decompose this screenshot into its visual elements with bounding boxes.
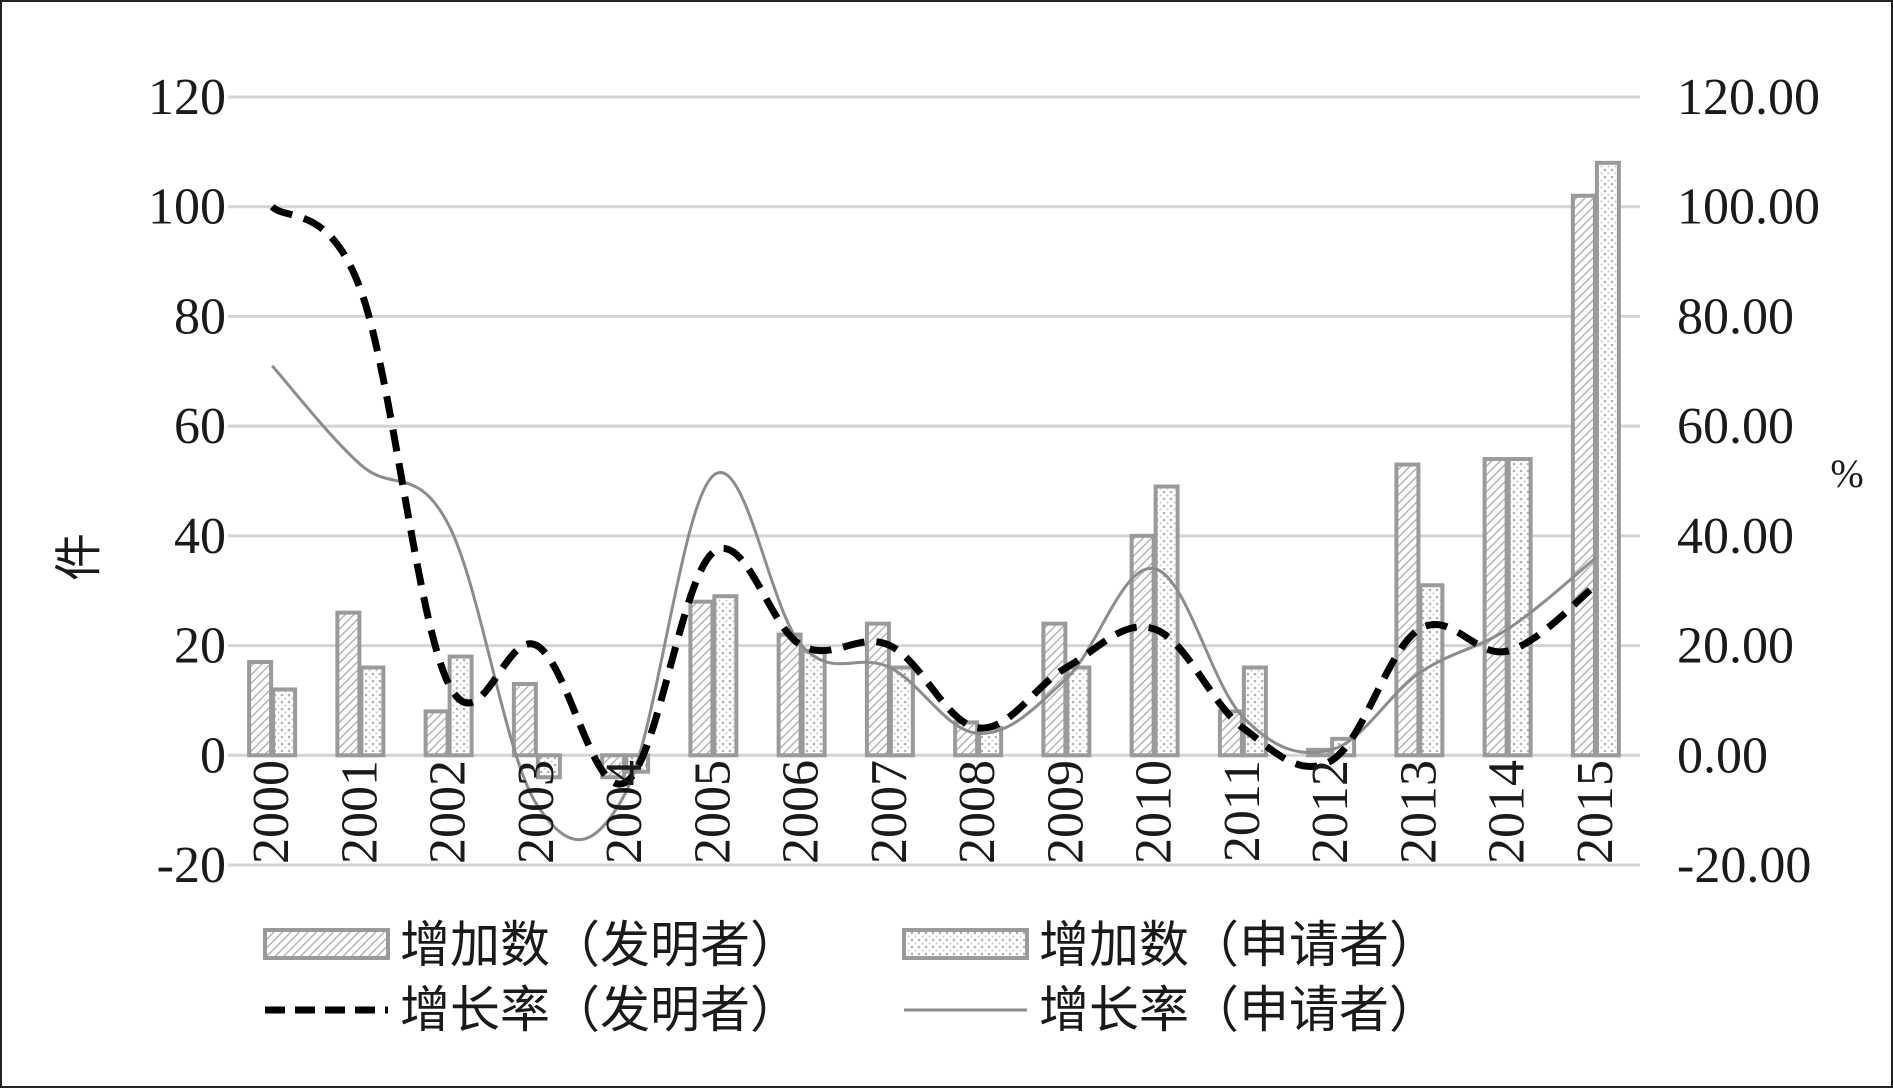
x-tick-label: 2015 (1567, 760, 1624, 864)
bar-inventor (1570, 193, 1597, 758)
right-tick-label: 0.00 (1677, 727, 1768, 784)
legend-swatch-bar-applicant (902, 928, 1029, 960)
bar-inventor (1394, 462, 1421, 758)
legend-label-line-applicant: 增长率（申请者） (1039, 981, 1439, 1039)
bar-applicant (1241, 665, 1268, 758)
legend-label-bar-applicant: 增加数（申请者） (1039, 916, 1439, 974)
left-axis-label: 件 (51, 533, 107, 581)
left-tick-label: 0 (200, 727, 226, 784)
x-tick-label: 2014 (1479, 760, 1536, 864)
left-tick-label: 40 (174, 508, 226, 565)
bar-applicant (888, 665, 915, 758)
x-tick-label: 2000 (243, 760, 300, 864)
left-tick-label: 80 (174, 288, 226, 345)
right-axis-label: % (1830, 451, 1863, 496)
line-growth-inventor (269, 203, 1599, 788)
right-tick-label: 120.00 (1677, 69, 1820, 126)
x-tick-label: 2008 (949, 760, 1006, 864)
bar-inventor (247, 660, 274, 758)
bar-inventor (1217, 709, 1244, 758)
left-tick-label: 60 (174, 398, 226, 455)
x-axis-ticks: 2000 2001 2002 2003 2004 2005 2006 2007 2008 2009… (243, 760, 1624, 864)
right-tick-label: -20.00 (1677, 837, 1811, 894)
bar-applicant (535, 753, 562, 780)
x-tick-label: 2005 (684, 760, 741, 864)
bar-inventor (511, 681, 538, 758)
bar-inventor (423, 709, 450, 758)
x-tick-label: 2003 (508, 760, 565, 864)
x-tick-label: 2002 (420, 760, 477, 864)
left-tick-label: -20 (157, 837, 226, 894)
x-tick-label: 2013 (1390, 760, 1447, 864)
right-tick-label: 80.00 (1677, 288, 1794, 345)
bar-inventor (776, 632, 803, 758)
series-lines (269, 203, 1599, 842)
left-axis-ticks: 120 100 80 60 40 20 0 -20 (148, 69, 226, 894)
x-tick-label: 2001 (331, 760, 388, 864)
legend-label-bar-inventor: 增加数（发明者） (400, 916, 800, 974)
right-tick-label: 40.00 (1677, 508, 1794, 565)
x-tick-label: 2011 (1214, 760, 1271, 862)
right-tick-label: 20.00 (1677, 618, 1794, 675)
x-tick-label: 2007 (861, 760, 918, 864)
x-tick-label: 2006 (773, 760, 830, 864)
bar-applicant (712, 594, 739, 758)
left-tick-label: 20 (174, 618, 226, 675)
x-tick-label: 2010 (1126, 760, 1183, 864)
bar-applicant (1506, 457, 1533, 758)
x-tick-label: 2012 (1302, 760, 1359, 864)
right-tick-label: 100.00 (1677, 179, 1820, 236)
bar-inventor (335, 610, 362, 758)
bar-applicant (359, 665, 386, 758)
right-axis-ticks: 120.00 100.00 80.00 60.00 40.00 20.00 0.00 -20.… (1677, 69, 1820, 894)
bars (247, 160, 1621, 780)
bar-applicant (800, 649, 827, 758)
legend-label-line-inventor: 增长率（发明者） (400, 981, 800, 1039)
left-tick-label: 100 (148, 179, 226, 236)
legend-swatch-bar-inventor (263, 928, 390, 960)
line-growth-applicant (271, 364, 1597, 842)
bar-applicant (271, 687, 298, 758)
bar-inventor (1482, 457, 1509, 758)
bar-applicant (1065, 665, 1092, 758)
x-tick-label: 2009 (1037, 760, 1094, 864)
x-tick-label: 2004 (596, 760, 653, 864)
bar-applicant (1594, 160, 1621, 758)
legend: 增加数（发明者） 增加数（申请者） 增长率（发明者） 增长率（申请者） (263, 916, 1439, 1039)
right-tick-label: 60.00 (1677, 398, 1794, 455)
left-tick-label: 120 (148, 69, 226, 126)
bar-applicant (1153, 484, 1180, 758)
bar-inventor (688, 599, 715, 758)
